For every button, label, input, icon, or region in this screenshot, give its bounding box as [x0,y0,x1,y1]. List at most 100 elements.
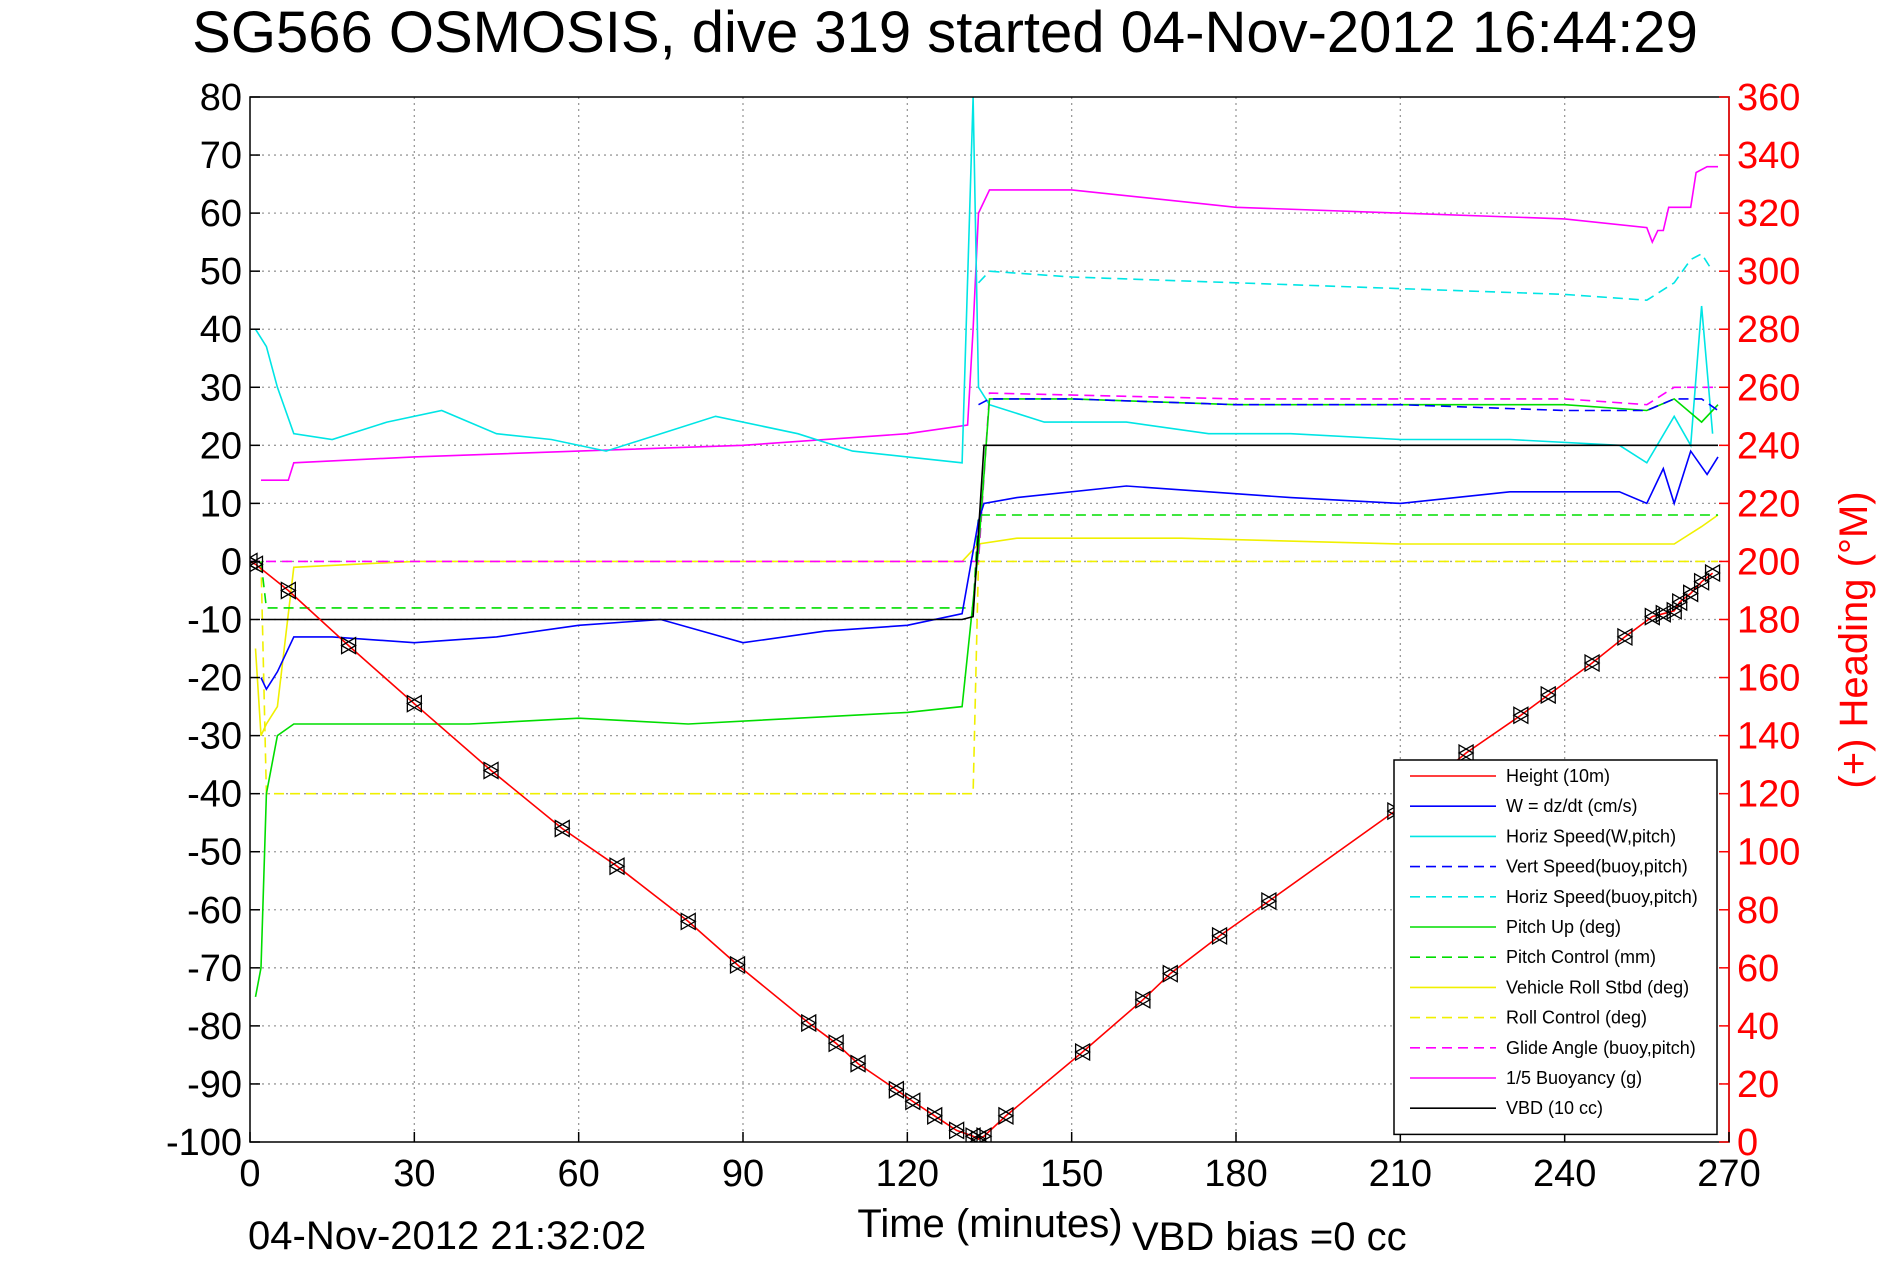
depth-marker [406,694,423,713]
y-tick-label: 10 [200,483,242,525]
x-tick-label: 0 [239,1153,260,1195]
x-axis: 0 30 60 90 120 150 180 210 240 270 [239,1132,1761,1195]
y2-tick-label: 360 [1737,77,1800,119]
y2-tick-label: 120 [1737,774,1800,816]
y-tick-label: -40 [187,774,242,816]
depth-marker [280,581,297,600]
series-line [250,560,1714,1141]
depth-marker [482,761,500,780]
series-layer [250,97,1721,1142]
x-tick-label: 240 [1533,1153,1596,1195]
legend-box [1393,759,1718,1136]
legend-entry-label: Glide Angle (buoy,pitch) [1506,1038,1696,1058]
y-tick-label: 30 [200,367,242,409]
y-tick-label: 0 [221,541,242,583]
y2-tick-label: 340 [1737,135,1800,177]
depth-marker [1134,990,1152,1009]
y2-tick-label: 220 [1737,483,1800,525]
chart-title: SG566 OSMOSIS, dive 319 started 04-Nov-2… [192,0,1698,65]
x-tick-label: 270 [1697,1153,1760,1195]
right-y-axis: 3603403203002802602402202001801601401201… [1719,77,1800,1164]
depth-marker [340,636,357,655]
y-tick-label: 20 [200,425,242,467]
y-tick-label: -60 [187,890,242,932]
y-tick-label: 70 [200,135,242,177]
depth-marker [948,1121,965,1140]
legend-entry-label: Pitch Control (mm) [1506,947,1656,967]
depth-marker [997,1106,1015,1126]
series-line [250,386,1718,563]
depth-marker [1693,572,1710,591]
depth-marker [1654,604,1672,623]
x-axis-label: Time (minutes) [857,1202,1122,1246]
y2-tick-label: 0 [1737,1122,1758,1164]
depth-marker [1643,607,1661,626]
x-tick-label: 180 [1204,1153,1267,1195]
legend-entry-label: 1/5 Buoyancy (g) [1506,1068,1642,1088]
footer-timestamp: 04-Nov-2012 21:32:02 [248,1214,646,1258]
x-tick-label: 60 [558,1153,600,1195]
y-tick-label: 50 [200,251,242,293]
legend-entry-label: W = dz/dt (cm/s) [1506,796,1638,816]
x-tick-label: 210 [1369,1153,1432,1195]
y2-tick-label: 40 [1737,1006,1779,1048]
y2-tick-label: 100 [1737,832,1800,874]
depth-marker [1583,653,1601,673]
depth-marker [1665,601,1683,620]
depth-marker [1682,584,1699,603]
y2-tick-label: 200 [1737,541,1800,583]
y2-tick-label: 160 [1737,658,1800,700]
legend: Height (10m) W = dz/dt (cm/s) Horiz Speed(… [1393,759,1718,1136]
depth-marker [1074,1042,1091,1062]
depth-marker [1539,685,1557,705]
depth-marker [1671,592,1689,612]
depth-marker [1457,743,1475,763]
y-tick-label: -90 [187,1064,242,1106]
y-tick-label: -100 [166,1122,242,1164]
y-tick-label: -30 [187,716,242,758]
left-y-axis: 80 70 60 50 40 30 20 10 0 -10 -20 -30 -40 -50 -60 -70 -8… [166,77,260,1164]
series-line [254,397,1719,998]
depth-marker [1512,706,1530,725]
depth-marker [827,1034,845,1053]
y2-tick-label: 240 [1737,425,1800,467]
depth-marker [1161,964,1179,983]
depth-marker [250,555,264,574]
legend-entry-label: Pitch Up (deg) [1506,917,1621,937]
depth-marker [1211,926,1228,946]
y2-tick-label: 20 [1737,1064,1779,1106]
y-tick-label: -80 [187,1006,242,1048]
depth-marker [975,1127,993,1142]
y2-tick-label: 280 [1737,309,1800,351]
x-tick-label: 30 [393,1153,435,1195]
y-tick-label: -10 [187,600,242,642]
legend-entry-label: Horiz Speed(buoy,pitch) [1506,887,1698,907]
footer-vbd-bias: VBD bias =0 cc [1132,1215,1407,1259]
y2-tick-label: 80 [1737,890,1779,932]
y-tick-label: -20 [187,658,242,700]
x-tick-label: 120 [876,1153,939,1195]
series-line [261,165,1718,482]
legend-entry-label: Vehicle Roll Stbd (deg) [1506,977,1689,997]
series-line [977,252,1714,302]
y-tick-label: 60 [200,193,242,235]
x-tick-label: 150 [1040,1153,1103,1195]
y2-tick-label: 320 [1737,193,1800,235]
legend-entry-label: Horiz Speed(W,pitch) [1506,826,1676,846]
y-tick-label: 40 [200,309,242,351]
plot-area [249,96,1730,1143]
series-line [260,560,1718,795]
y2-tick-label: 140 [1737,716,1800,758]
y2-tick-label: 260 [1737,367,1800,409]
depth-marker [729,955,746,975]
y2-tick-label: 180 [1737,600,1800,642]
series-line [261,444,1718,621]
legend-entry-label: Height (10m) [1506,766,1610,786]
depth-marker [1704,563,1721,583]
depth-marker [1260,891,1278,911]
depth-marker [1616,627,1634,647]
y-tick-label: -70 [187,948,242,990]
y-tick-label: 80 [200,77,242,119]
depth-marker [553,819,571,838]
